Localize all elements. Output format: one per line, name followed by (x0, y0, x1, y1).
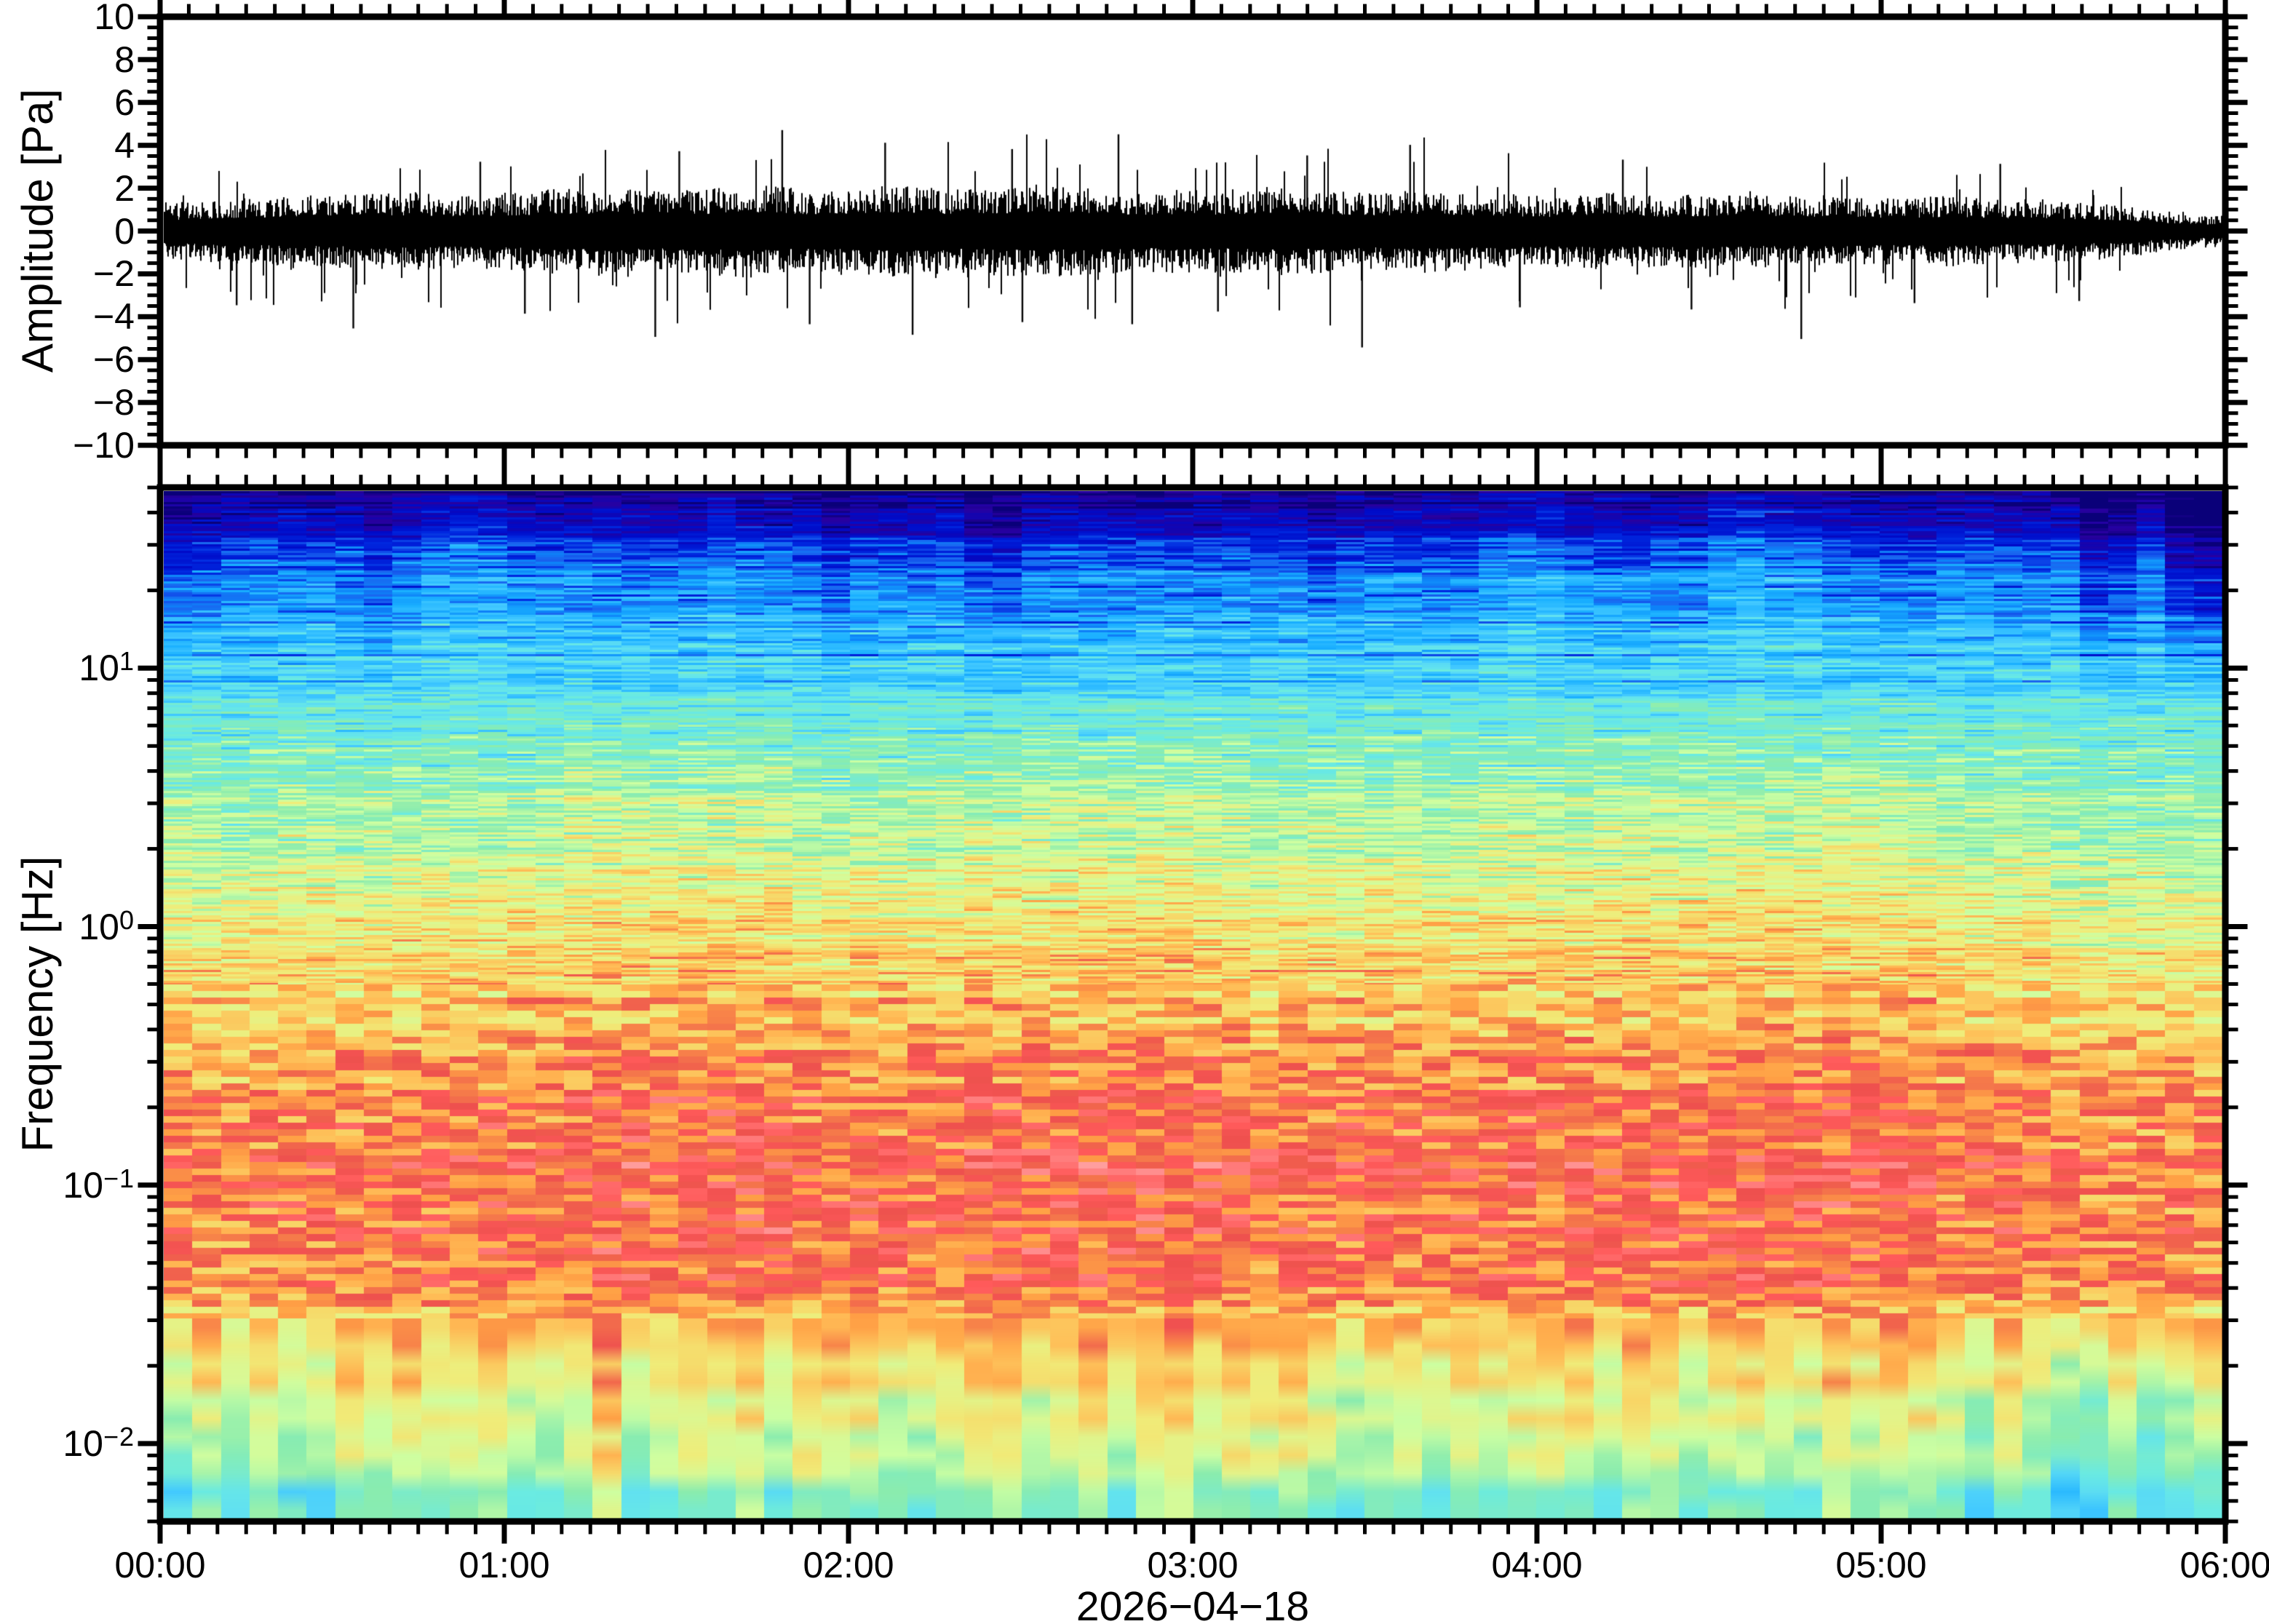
time-tick-label: 03:00 (1147, 1545, 1239, 1585)
amplitude-tick-label: 10 (94, 0, 135, 37)
frequency-tick-label: 100 (79, 904, 135, 947)
amplitude-tick-label: 0 (114, 210, 135, 252)
waveform-plot (163, 20, 2222, 442)
frequency-tick-label: 10−2 (63, 1422, 135, 1465)
frequency-ticks (138, 485, 2248, 1524)
time-tick-label: 04:00 (1491, 1545, 1583, 1585)
spectrogram-frame (156, 484, 2229, 1525)
amplitude-tick-label: −8 (92, 382, 135, 423)
frequency-tick-label: 101 (79, 646, 135, 689)
time-tick-label: 02:00 (803, 1545, 894, 1585)
amplitude-tick-label: 4 (114, 124, 135, 166)
time-tick-label: 06:00 (2179, 1545, 2269, 1585)
frequency-tick-label: 10−1 (63, 1163, 135, 1206)
amplitude-tick-label: −2 (92, 253, 135, 295)
time-tick-label: 00:00 (114, 1545, 206, 1585)
frequency-axis-title: Frequency [Hz] (13, 856, 62, 1153)
amplitude-tick-label: −10 (73, 425, 135, 466)
time-tick-label: 01:00 (458, 1545, 550, 1585)
date-label: 2026−04−18 (1076, 1583, 1310, 1624)
amplitude-tick-label: −4 (92, 296, 135, 338)
amplitude-tick-label: −6 (92, 339, 135, 381)
amplitude-tick-label: 8 (114, 39, 135, 80)
time-tick-label: 05:00 (1835, 1545, 1927, 1585)
spectrogram-plot (163, 490, 2222, 1518)
amplitude-tick-label: 2 (114, 167, 135, 209)
amplitude-tick-label: 6 (114, 81, 135, 123)
time-ticks (157, 0, 2228, 1544)
amplitude-ticks (138, 14, 2248, 448)
waveform-frame (156, 13, 2229, 449)
